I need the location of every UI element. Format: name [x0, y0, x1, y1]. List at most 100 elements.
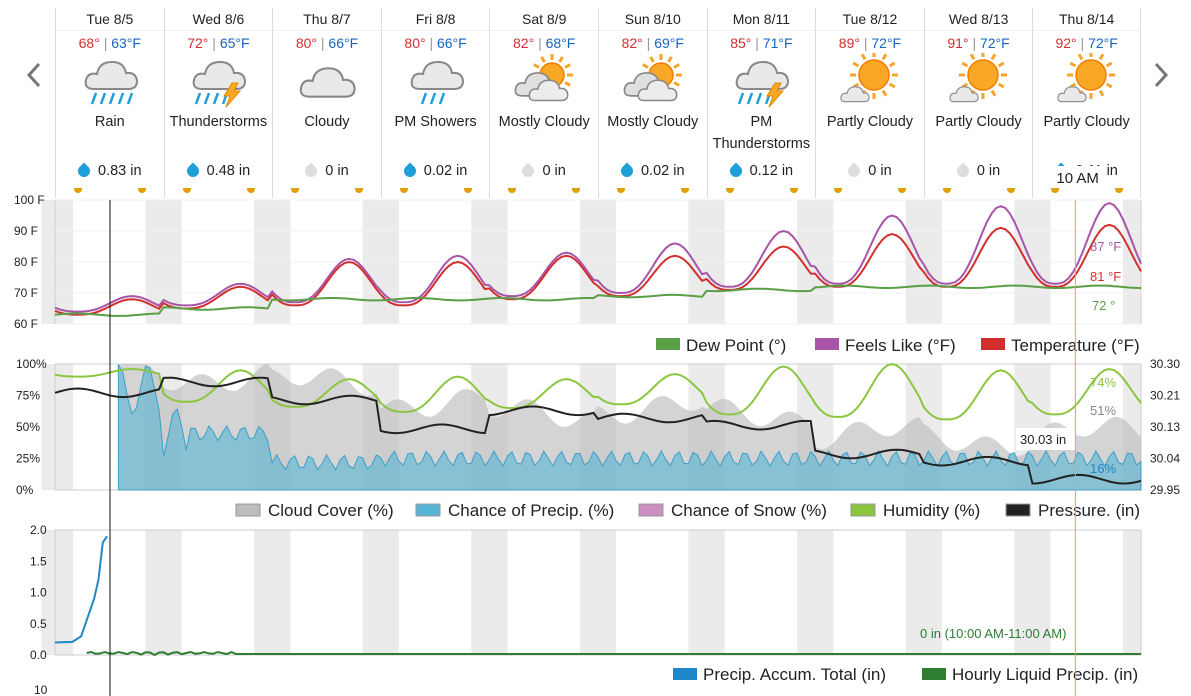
legend-swatch: [638, 503, 664, 517]
hourly-precip-line: [86, 650, 1141, 657]
precip-accum-line: [54, 535, 108, 644]
day-high-temp: 91°: [947, 35, 969, 51]
y-tick-label: 90 F: [14, 224, 38, 238]
sunset-icon: [463, 188, 472, 193]
partly-cloudy-icon: [838, 51, 902, 109]
day-precip-amount: 0 in: [542, 163, 566, 179]
day-precip: 0.12 in: [708, 162, 816, 180]
day-high-temp: 82°: [513, 35, 535, 51]
day-card[interactable]: Tue 8/5 68° | 63°F Rain 0.83 in: [55, 8, 164, 198]
y-tick-label: 100 F: [14, 193, 45, 207]
day-high-temp: 92°: [1055, 35, 1077, 51]
sunrise-icon: [834, 188, 843, 193]
day-date: Tue 8/5: [56, 8, 164, 31]
sunrise-icon: [182, 188, 191, 193]
sunrise-icon: [616, 188, 625, 193]
sunrise-icon: [725, 188, 734, 193]
next-days-button[interactable]: [1141, 50, 1181, 100]
day-card[interactable]: Sun 8/10 82° | 69°F Mostly Cloudy 0.02 i…: [597, 8, 707, 198]
y2-tick-label: 30.04: [1150, 452, 1180, 466]
cloudy-icon: [295, 53, 359, 109]
day-high-temp: 85°: [730, 35, 752, 51]
day-high-temp: 68°: [78, 35, 100, 51]
day-card[interactable]: Tue 8/12 89° | 72°F Partly Cloudy 0 in: [815, 8, 924, 198]
day-card[interactable]: Thu 8/7 80° | 66°F Cloudy 0 in: [272, 8, 381, 198]
chevron-left-icon: [26, 62, 41, 88]
sun-markers: [56, 188, 164, 196]
day-date: Sun 8/10: [598, 8, 707, 31]
precip-chance-area: [117, 363, 1142, 491]
day-precip-amount: 0.02 in: [423, 163, 468, 179]
previous-days-button[interactable]: [14, 50, 54, 100]
sun-markers: [165, 188, 273, 196]
cursor-time-label: 10 AM: [1056, 170, 1099, 187]
day-temps: 89° | 72°F: [838, 35, 902, 51]
day-condition: Partly Cloudy: [935, 114, 1022, 130]
y-tick-label: 100%: [16, 357, 47, 371]
day-precip: 0.02 in: [599, 162, 707, 180]
night-band: [41, 364, 74, 490]
y-tick-label: 1.0: [30, 586, 47, 600]
sunset-icon: [680, 188, 689, 193]
y-tick-label: 25%: [16, 452, 40, 466]
day-precip-amount: 0 in: [868, 163, 892, 179]
day-date: Fri 8/8: [381, 8, 490, 31]
day-precip: 0 in: [925, 162, 1033, 180]
cursor-label-bg: [1053, 166, 1104, 188]
day-condition: Cloudy: [304, 114, 350, 130]
day-card[interactable]: Wed 8/6 72° | 65°F Thunderstorms 0.48 in: [163, 8, 273, 198]
day-low-temp: 65°F: [219, 35, 250, 51]
day-precip-amount: 0.02 in: [640, 163, 685, 179]
legend-swatch: [673, 668, 697, 680]
day-temps: 80° | 66°F: [404, 35, 467, 51]
y-tick-label: 2.0: [30, 523, 47, 537]
sunset-icon: [898, 188, 907, 193]
day-low-temp: 66°F: [437, 35, 467, 51]
day-high-temp: 82°: [621, 35, 643, 51]
legend-swatch: [656, 338, 680, 350]
day-card[interactable]: Sat 8/9 82° | 68°F Mostly Cloudy 0 in: [489, 8, 598, 198]
day-low-temp: 63°F: [111, 35, 141, 51]
sunset-icon: [789, 188, 798, 193]
day-low-temp: 72°F: [871, 35, 902, 51]
sunrise-icon: [74, 188, 82, 193]
day-card[interactable]: Mon 8/11 85° | 71°F PM Thunderstorms 0.1…: [706, 8, 816, 198]
current-humidity: 74%: [1090, 375, 1116, 390]
day-condition: Rain: [94, 114, 125, 130]
day-low-temp: 71°F: [762, 35, 793, 51]
day-high-temp: 72°: [187, 35, 209, 51]
sunrise-icon: [508, 188, 517, 193]
y-tick-label: 0%: [16, 483, 34, 497]
day-card[interactable]: Wed 8/13 91° | 72°F Partly Cloudy 0 in: [923, 8, 1033, 198]
thunderstorm-icon: [186, 53, 250, 109]
sunset-icon: [138, 188, 146, 193]
current-temperature: 81 °F: [1090, 269, 1121, 284]
sun-markers: [816, 188, 924, 196]
y-tick-label: 0.5: [30, 617, 47, 631]
day-condition: PM Thunderstorms: [712, 114, 811, 152]
y2-tick-label: 29.95: [1150, 483, 1180, 497]
day-date: Mon 8/11: [707, 8, 816, 31]
day-temps: 72° | 65°F: [187, 35, 250, 51]
legend-swatch: [1005, 503, 1031, 517]
night-band: [41, 530, 74, 655]
sun-markers: [599, 188, 707, 196]
day-card[interactable]: Fri 8/8 80° | 66°F PM Showers 0.02 in: [380, 8, 490, 198]
y2-tick-label: 30.13: [1150, 420, 1180, 434]
day-temps: 68° | 63°F: [78, 35, 141, 51]
day-temps: 92° | 72°F: [1055, 35, 1118, 51]
y2-tick-label: 30.21: [1150, 389, 1180, 403]
legend-label: Pressure. (in): [1038, 501, 1140, 520]
current-cloud-cover: 51%: [1090, 403, 1116, 418]
night-band: [910, 530, 942, 655]
day-date: Thu 8/14: [1033, 8, 1140, 31]
y-tick-label: 1.5: [30, 554, 47, 568]
partly-cloudy-icon: [947, 51, 1011, 109]
legend-label: Precip. Accum. Total (in): [703, 665, 886, 684]
day-date: Wed 8/13: [924, 8, 1033, 31]
humidity-line: [54, 362, 1142, 421]
day-condition: Partly Cloudy: [826, 114, 914, 130]
pressure-tag-bg: [1016, 428, 1076, 450]
day-precip: 0.48 in: [165, 162, 273, 180]
